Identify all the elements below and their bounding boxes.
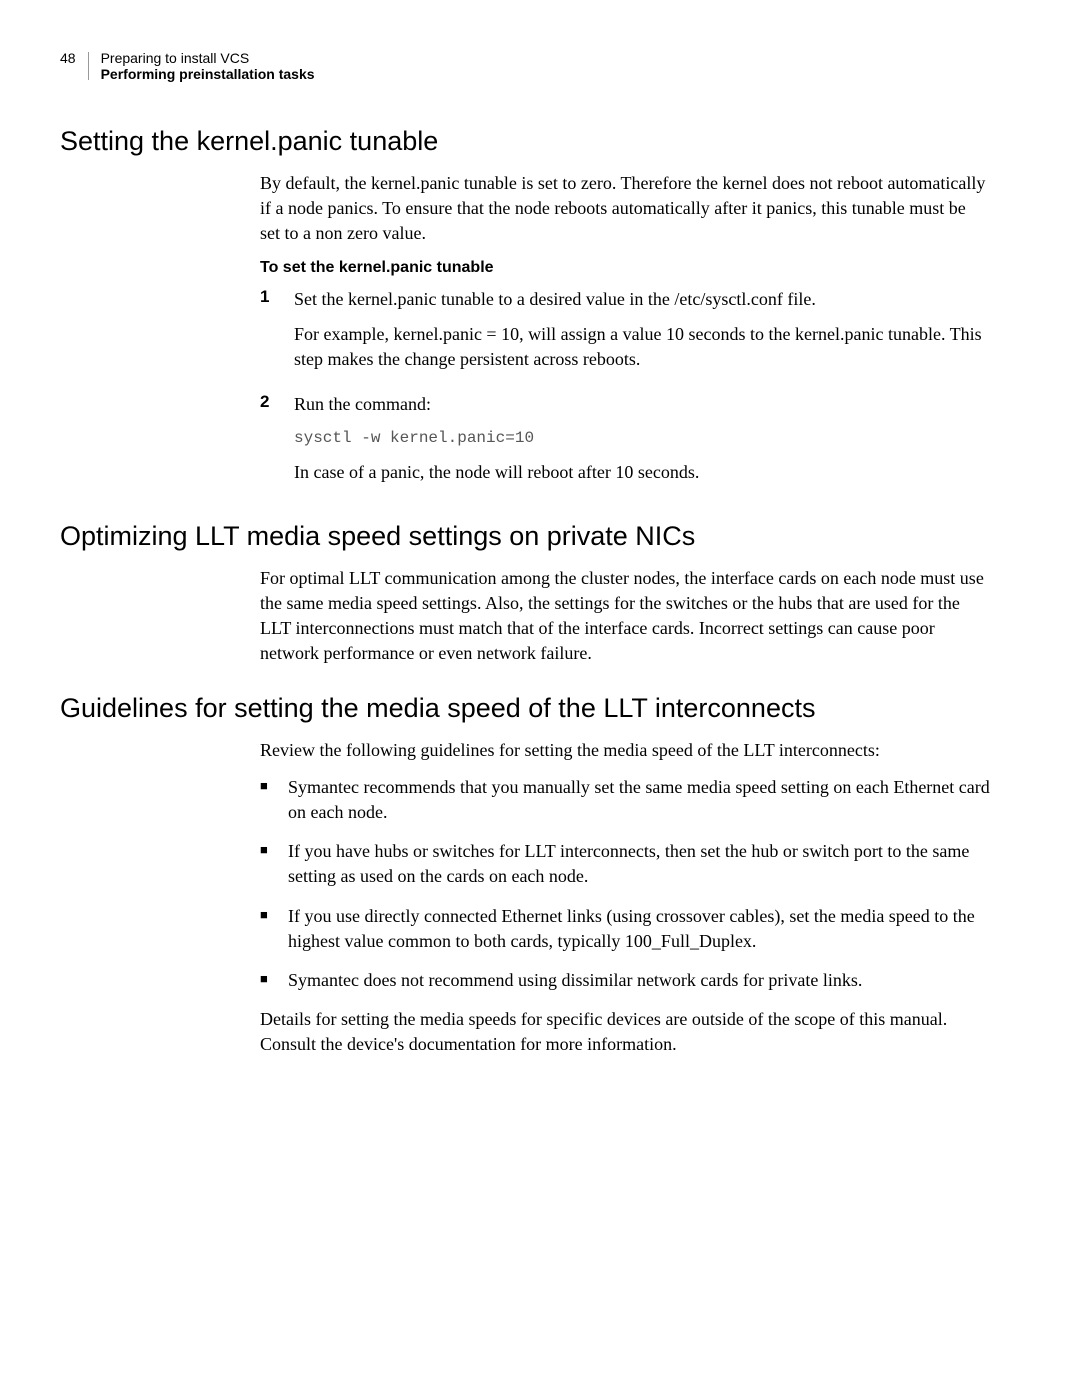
page-number: 48 [60,50,76,66]
section1-heading: Setting the kernel.panic tunable [60,126,990,157]
bullet-item: If you have hubs or switches for LLT int… [260,839,990,889]
section1-step2: 2 Run the command: sysctl -w kernel.pani… [260,392,990,495]
step2-code: sysctl -w kernel.panic=10 [294,427,990,449]
bullet-item: Symantec recommends that you manually se… [260,775,990,825]
step2-after: In case of a panic, the node will reboot… [294,460,990,485]
section3-para2: Details for setting the media speeds for… [260,1007,990,1057]
section1-para1: By default, the kernel.panic tunable is … [260,171,990,247]
header-line2: Performing preinstallation tasks [101,66,315,82]
header-line1: Preparing to install VCS [101,50,315,66]
step1-text: Set the kernel.panic tunable to a desire… [294,287,990,312]
section3-heading: Guidelines for setting the media speed o… [60,693,990,724]
page-header: 48 Preparing to install VCS Performing p… [60,50,990,82]
step-body: Set the kernel.panic tunable to a desire… [294,287,990,383]
step-number: 2 [260,392,294,412]
section3-para1: Review the following guidelines for sett… [260,738,990,763]
section3-bullets: Symantec recommends that you manually se… [260,775,990,993]
header-divider [88,52,89,80]
section2-para1: For optimal LLT communication among the … [260,566,990,667]
bullet-item: If you use directly connected Ethernet l… [260,904,990,954]
header-text: Preparing to install VCS Performing prei… [101,50,315,82]
section2-heading: Optimizing LLT media speed settings on p… [60,521,990,552]
bullet-item: Symantec does not recommend using dissim… [260,968,990,993]
step2-text: Run the command: [294,392,990,417]
step-body: Run the command: sysctl -w kernel.panic=… [294,392,990,495]
section1-subheading: To set the kernel.panic tunable [260,259,990,277]
step1-detail: For example, kernel.panic = 10, will ass… [294,322,990,372]
section1-step1: 1 Set the kernel.panic tunable to a desi… [260,287,990,383]
step-number: 1 [260,287,294,307]
